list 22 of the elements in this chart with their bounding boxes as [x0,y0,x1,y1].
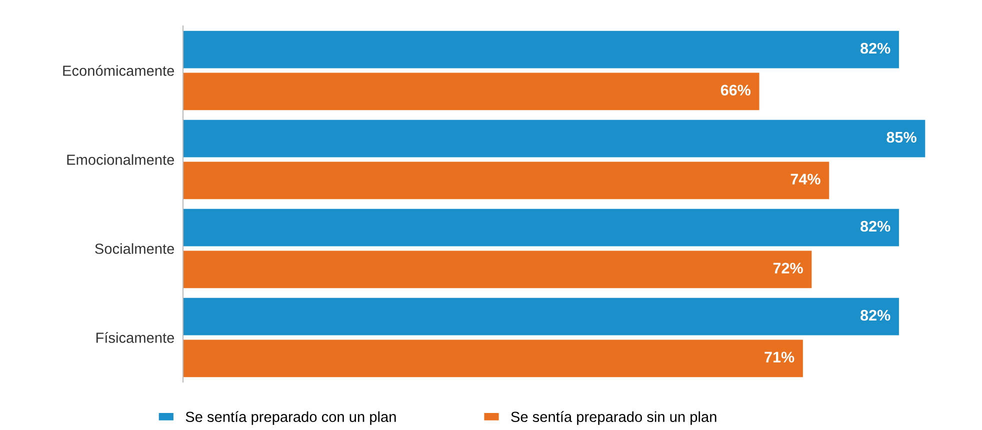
bar [183,208,899,246]
bar [183,298,899,336]
y-tick-label: Emocionalmente [67,154,174,165]
data-label: 82% [860,220,890,232]
data-label: 72% [773,262,803,274]
data-label: 85% [886,132,916,143]
bar [183,340,803,378]
y-tick-label: Físicamente [96,332,174,343]
data-label: 66% [720,84,751,96]
bar [183,250,812,288]
legend-label: Se sentía preparado sin un plan [511,411,716,425]
data-label: 82% [860,310,890,321]
bar [183,120,926,158]
bar [183,72,760,110]
data-label: 71% [764,352,794,362]
bar [183,162,830,200]
y-tick-label: Económicamente [63,65,174,76]
bar [183,30,899,68]
legend-label: Se sentía preparado con un plan [186,411,396,425]
data-label: 74% [790,174,820,184]
data-label: 82% [860,42,890,54]
y-tick-label: Socialmente [95,243,174,254]
